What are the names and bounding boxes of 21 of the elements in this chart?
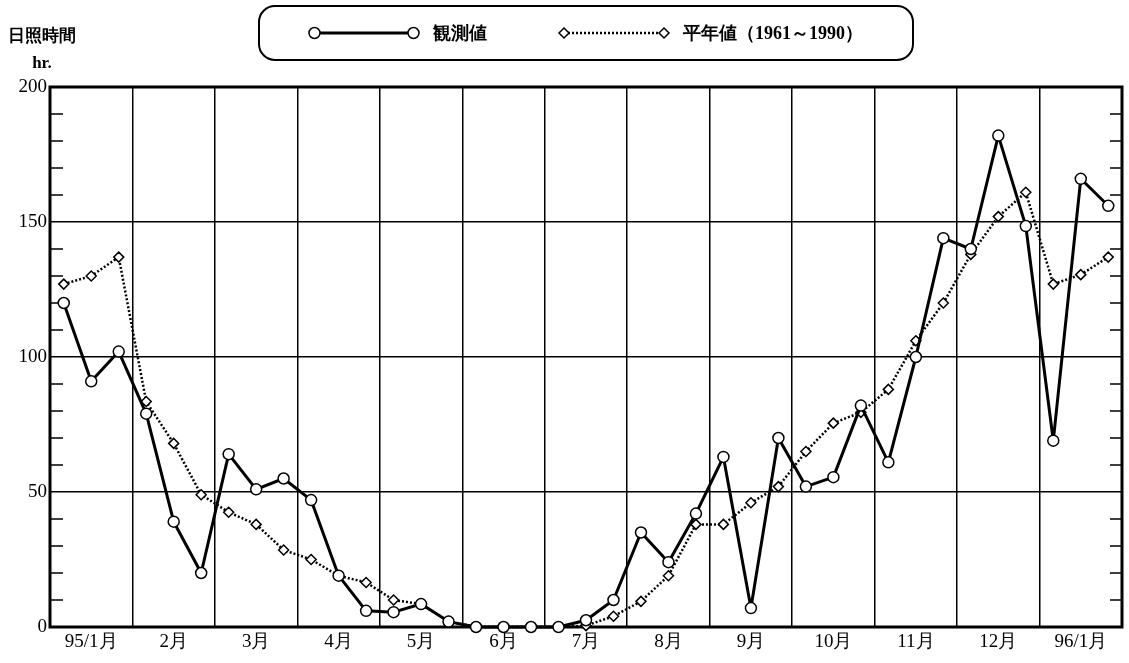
y-tick-label: 50: [28, 479, 47, 501]
x-tick-label: 6月: [489, 630, 518, 652]
x-tick-label: 3月: [241, 630, 271, 652]
legend-label: 観測値: [432, 22, 487, 43]
x-tick-label: 7月: [571, 630, 601, 652]
x-tick-label: 96/1月: [1054, 630, 1108, 652]
x-tick-label: 12月: [979, 630, 1018, 652]
x-tick-label: 4月: [324, 630, 353, 652]
x-tick-label: 2月: [159, 630, 188, 652]
y-tick-label: 100: [18, 344, 47, 366]
x-tick-label: 11月: [897, 630, 935, 652]
x-tick-label: 10月: [814, 630, 853, 652]
x-tick-label: 8月: [654, 630, 683, 652]
legend-label: 平年値（1961～1990）: [682, 22, 863, 43]
y-axis-title: 日照時間 hr.: [8, 25, 76, 74]
y-tick-label: 0: [37, 614, 47, 636]
y-tick-label: 150: [18, 209, 47, 231]
y-tick-label: 200: [18, 74, 47, 96]
x-tick-label: 5月: [406, 630, 436, 652]
x-tick-label: 95/1月: [64, 630, 118, 652]
x-tick-label: 9月: [736, 630, 766, 652]
